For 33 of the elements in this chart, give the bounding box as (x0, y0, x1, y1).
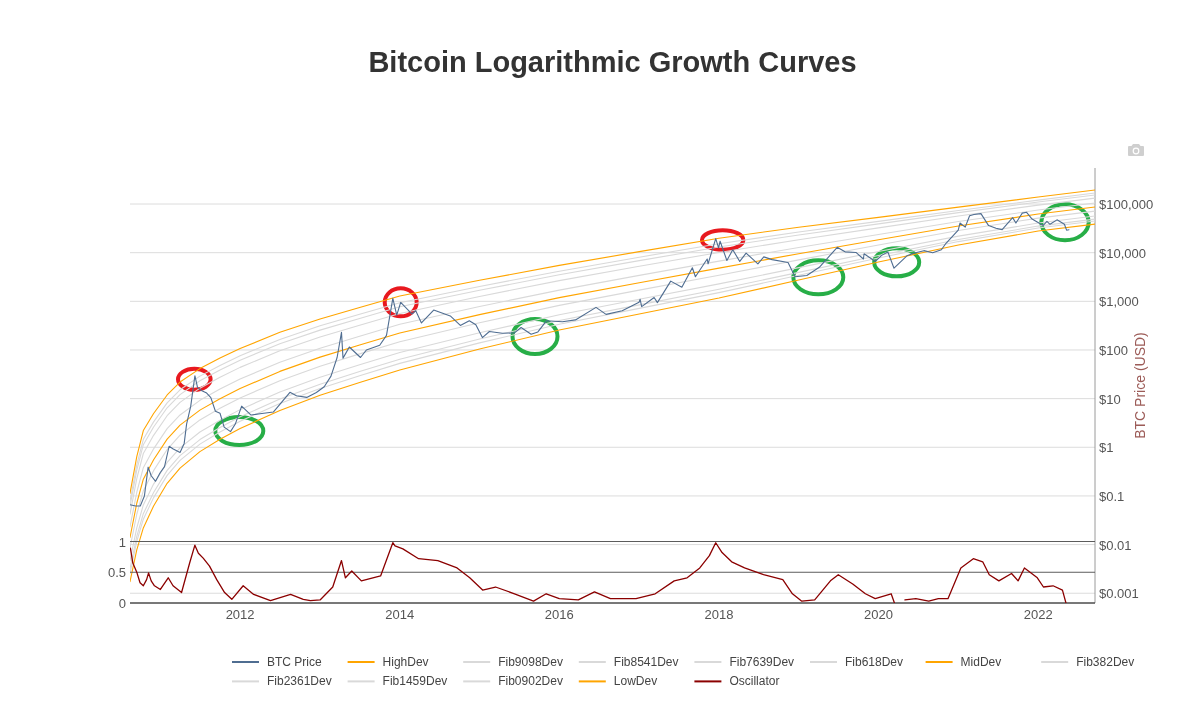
y-tick-label: $0.1 (1099, 488, 1125, 504)
y-axis-title: BTC Price (USD) (1132, 332, 1148, 439)
legend-label: Fib618Dev (845, 655, 904, 669)
x-tick-label: 2018 (704, 606, 734, 622)
x-tick-label: 2022 (1023, 606, 1053, 622)
legend-label: Fib8541Dev (613, 655, 679, 669)
chart-title: Bitcoin Logarithmic Growth Curves (368, 46, 857, 78)
y-tick-label: $1 (1099, 439, 1114, 455)
y-tick-label: $10,000 (1099, 245, 1146, 261)
legend-label: Fib2361Dev (267, 674, 332, 689)
y-tick-label: $100 (1099, 342, 1128, 358)
y-tick-label: $100,000 (1099, 196, 1154, 212)
legend-label: Fib7639Dev (729, 655, 795, 669)
y-tick-label: $1,000 (1099, 293, 1139, 309)
y-tick-label: $10 (1099, 391, 1121, 407)
y-tick-label: 1 (118, 534, 126, 549)
x-tick-label: 2012 (225, 606, 255, 622)
legend-label: MidDev (960, 655, 1002, 669)
legend-label: Fib0902Dev (498, 674, 563, 689)
legend-label: Fib1459Dev (382, 674, 448, 689)
y-tick-label: $0.01 (1099, 537, 1132, 553)
legend-label: LowDev (613, 674, 658, 689)
x-tick-label: 2014 (385, 606, 415, 622)
y-tick-label: 0.5 (107, 564, 126, 580)
y-tick-label: 0 (118, 595, 126, 611)
legend-label: Oscillator (729, 674, 780, 689)
x-tick-label: 2020 (864, 606, 893, 622)
legend-label: Fib382Dev (1076, 655, 1135, 669)
legend-label: Fib9098Dev (498, 655, 563, 669)
y-tick-label: $0.001 (1099, 585, 1139, 601)
legend-label: HighDev (382, 655, 429, 669)
x-tick-label: 2016 (544, 606, 574, 622)
legend-label: BTC Price (267, 655, 322, 669)
